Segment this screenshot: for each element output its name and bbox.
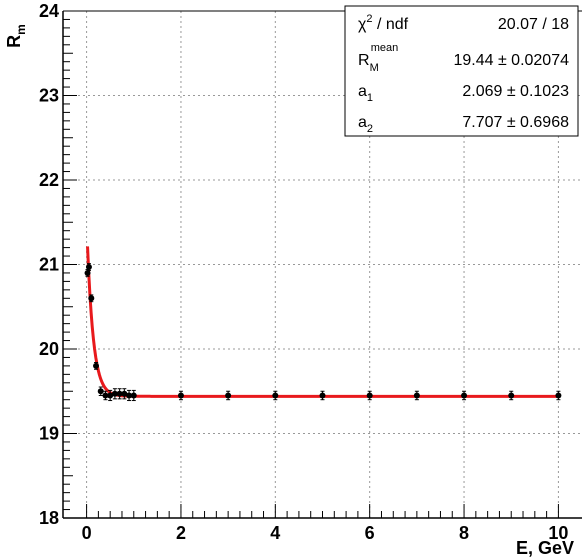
data-marker	[97, 388, 104, 395]
data-point	[102, 390, 109, 401]
data-point	[508, 390, 515, 401]
data-marker	[84, 269, 91, 276]
y-tick-label: 19	[39, 424, 59, 444]
x-tick-label: 0	[82, 523, 92, 543]
data-marker	[366, 392, 373, 399]
data-marker	[461, 392, 468, 399]
data-marker	[319, 392, 326, 399]
data-point	[88, 294, 95, 303]
data-point	[126, 389, 133, 402]
x-tick-label: 6	[365, 523, 375, 543]
data-marker	[126, 392, 133, 399]
y-tick-label: 24	[39, 1, 59, 21]
stats-a2-name: a2	[358, 114, 373, 135]
data-point	[121, 388, 128, 400]
data-point	[93, 362, 100, 370]
data-point	[177, 390, 184, 401]
data-point	[130, 389, 137, 402]
data-marker	[272, 392, 279, 399]
data-point	[111, 388, 118, 400]
y-tick-label: 21	[39, 255, 59, 275]
y-tick-label: 23	[39, 86, 59, 106]
data-point	[116, 388, 123, 400]
y-tick-label: 22	[39, 170, 59, 190]
data-point	[461, 390, 468, 401]
data-point	[225, 390, 232, 401]
y-axis-label-main: R	[4, 35, 24, 48]
stats-a1-value: 2.069 ± 0.1023	[462, 83, 569, 100]
data-point	[107, 389, 114, 402]
data-marker	[88, 295, 95, 302]
x-tick-label: 8	[459, 523, 469, 543]
data-marker	[107, 392, 114, 399]
data-marker	[130, 392, 137, 399]
data-marker	[102, 392, 109, 399]
stats-a2-value: 7.707 ± 0.6968	[462, 114, 569, 131]
data-marker	[111, 390, 118, 397]
data-marker	[555, 392, 562, 399]
x-axis-label: E, GeV	[516, 538, 574, 558]
data-point	[413, 390, 420, 401]
data-point	[555, 390, 562, 401]
data-point	[272, 390, 279, 401]
x-tick-label: 4	[270, 523, 280, 543]
data-point	[85, 263, 92, 271]
stats-chi2-name: χ2 / ndf	[358, 13, 409, 33]
stats-a1-name: a1	[358, 83, 373, 104]
y-tick-label: 20	[39, 339, 59, 359]
data-point	[97, 386, 104, 396]
stats-box: χ2 / ndf 20.07 / 18 RMmean 19.44 ± 0.020…	[344, 5, 579, 137]
data-marker	[413, 392, 420, 399]
data-marker	[116, 390, 123, 397]
stats-mean-value: 19.44 ± 0.02074	[453, 52, 569, 69]
data-point	[366, 390, 373, 401]
data-marker	[121, 390, 128, 397]
data-marker	[225, 392, 232, 399]
grid	[63, 11, 582, 518]
stats-box-frame	[344, 5, 579, 137]
stats-mean-name: RMmean	[358, 42, 398, 74]
data-point	[319, 390, 326, 401]
y-axis-label-sub: m	[14, 24, 28, 35]
data-marker	[508, 392, 515, 399]
x-tick-label: 2	[176, 523, 186, 543]
y-axis-label: Rm	[4, 24, 28, 48]
data-marker	[93, 362, 100, 369]
data-marker	[85, 264, 92, 271]
data-points-layer	[84, 263, 562, 402]
y-tick-label: 18	[39, 508, 59, 528]
data-marker	[177, 392, 184, 399]
x-tick-label: 10	[548, 523, 568, 543]
stats-chi2-value: 20.07 / 18	[498, 16, 569, 33]
